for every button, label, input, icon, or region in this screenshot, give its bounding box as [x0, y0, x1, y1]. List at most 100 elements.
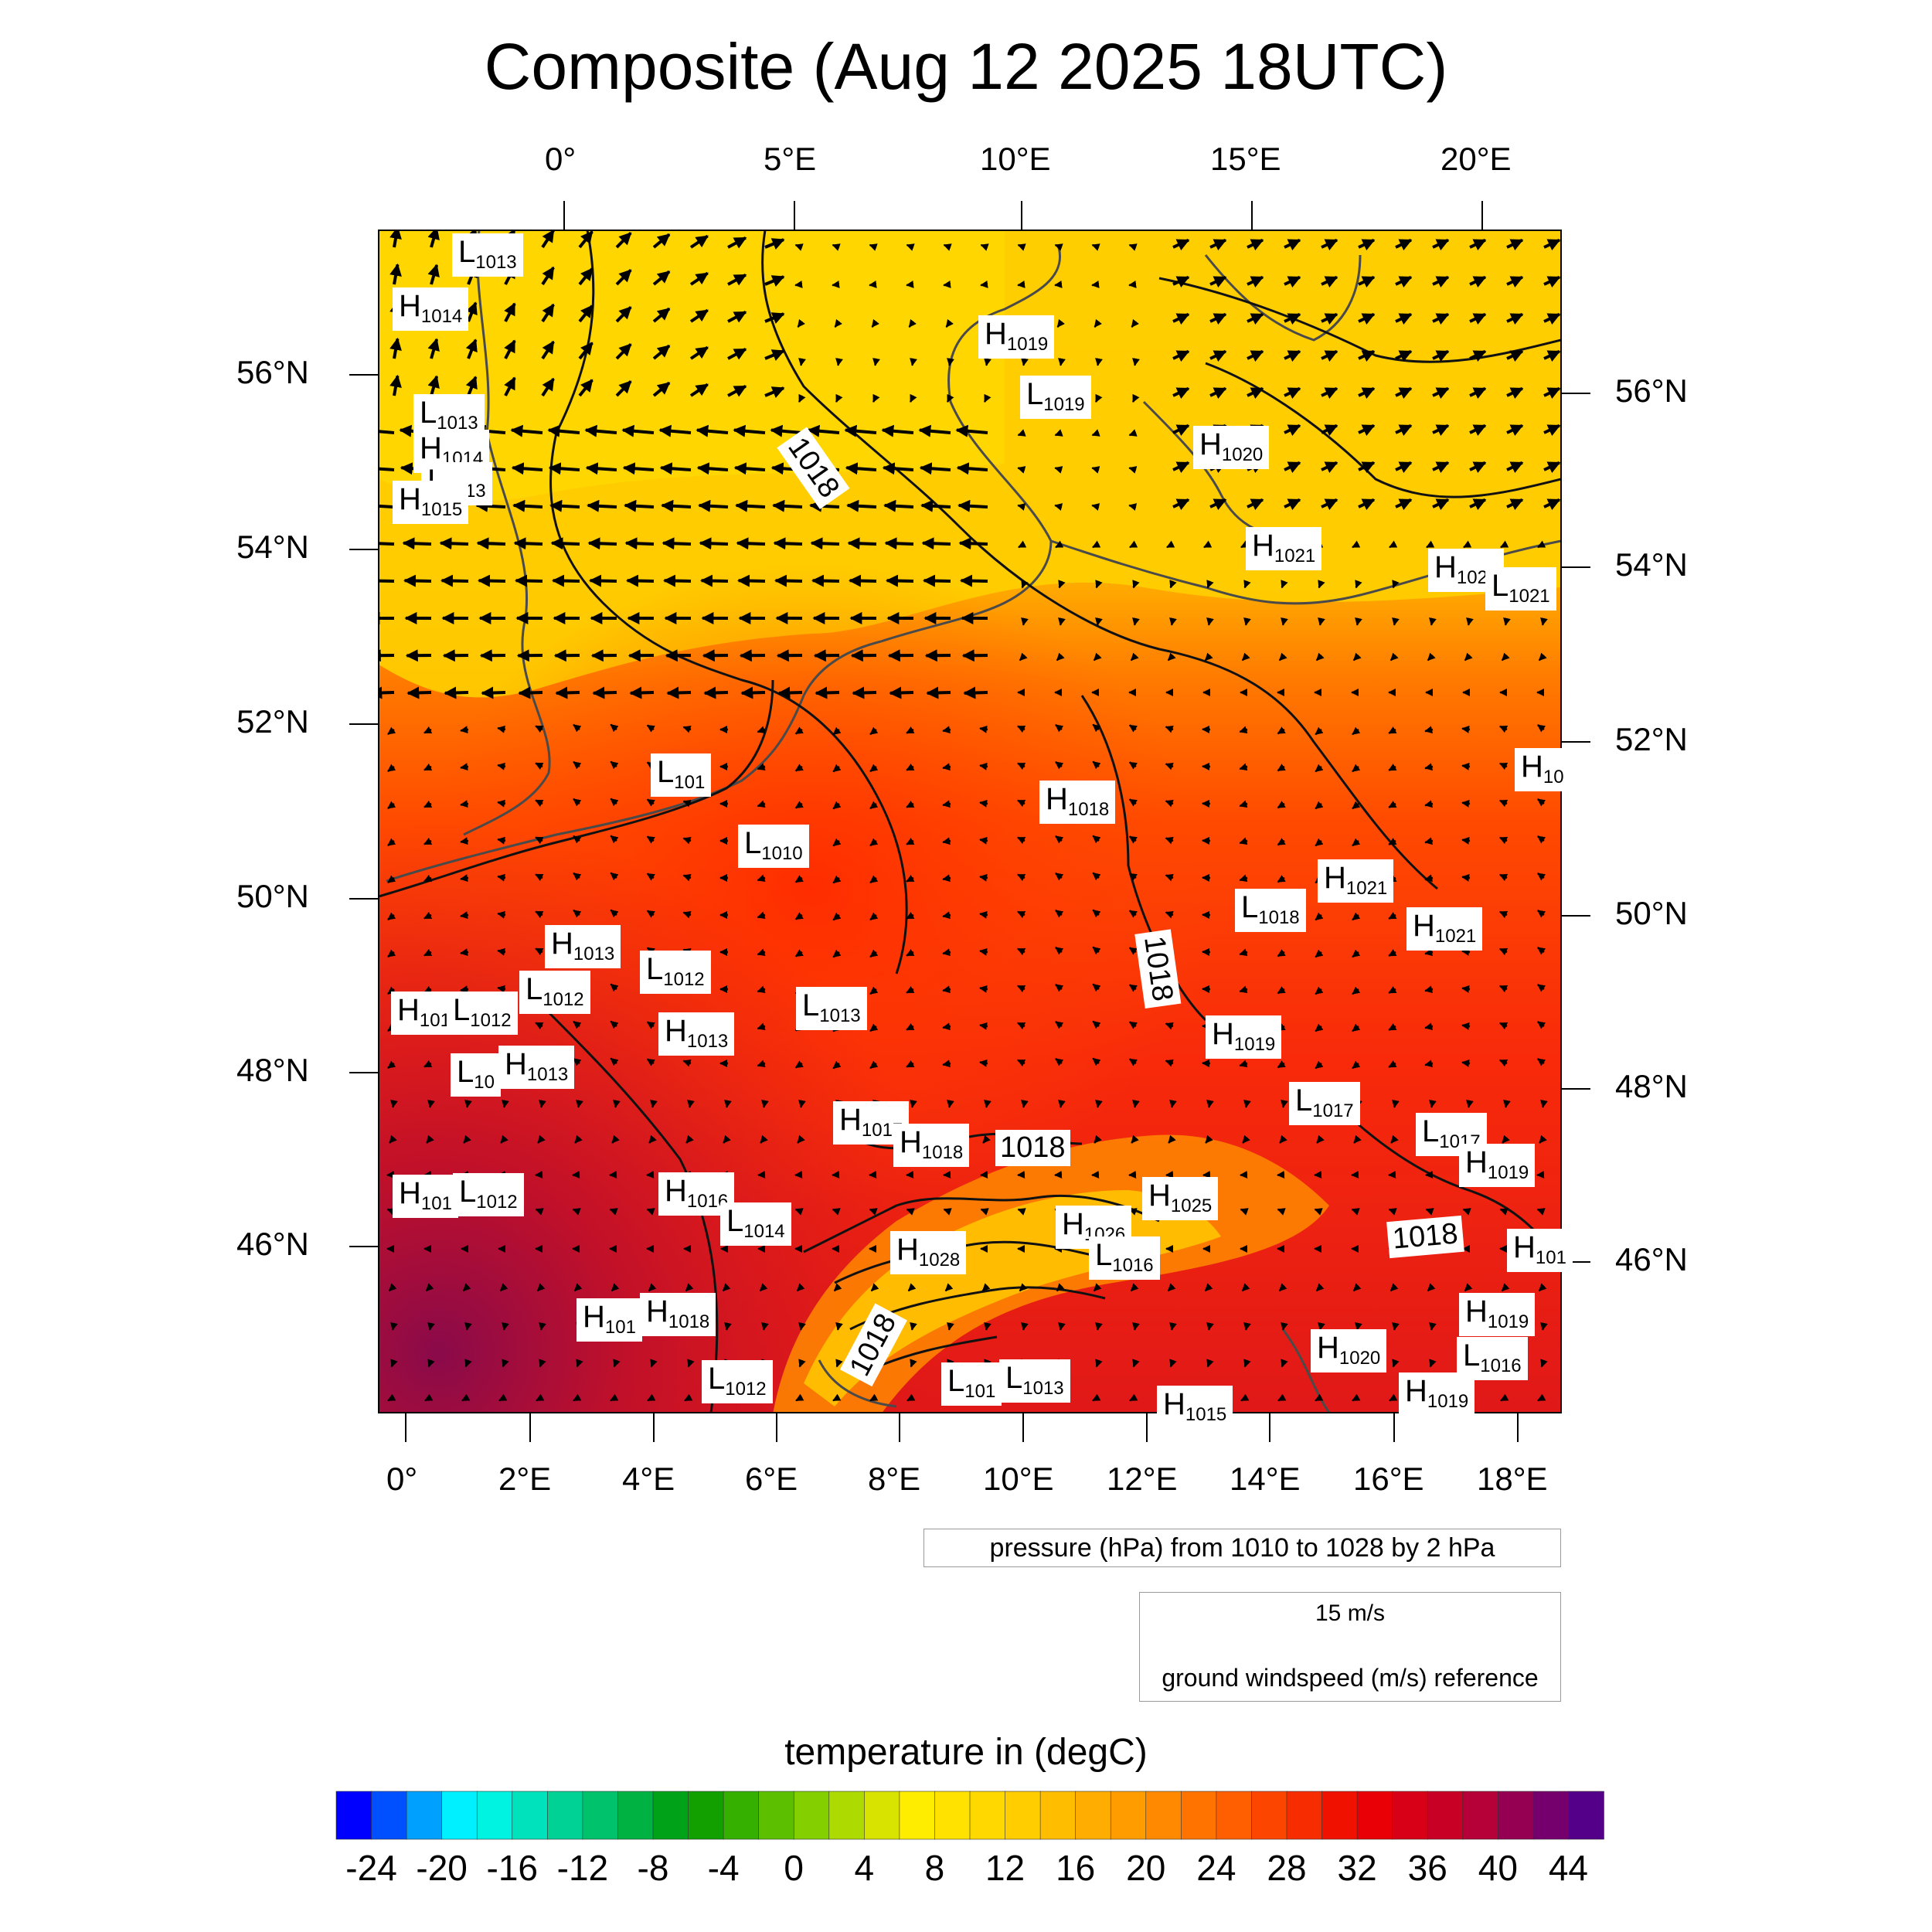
colorbar-box	[1075, 1791, 1112, 1840]
wind-vector	[883, 499, 914, 512]
wind-vector	[460, 874, 469, 883]
pressure-system-label: H1019	[1399, 1372, 1475, 1416]
wind-vector	[1017, 762, 1026, 770]
colorbar-title: temperature in (degC)	[784, 1732, 1148, 1773]
top-lon-label: 10°E	[980, 141, 1051, 177]
wind-vector	[427, 1359, 435, 1368]
wind-vector	[387, 912, 396, 920]
wind-vector	[794, 243, 804, 251]
wind-vector	[464, 1359, 472, 1368]
wind-vector	[1021, 617, 1029, 626]
wind-vector	[427, 1100, 435, 1108]
wind-vector	[1392, 617, 1400, 626]
coastline-denmark	[880, 247, 1061, 643]
wind-vector	[1464, 652, 1473, 662]
left-lat-label: 54°N	[236, 529, 309, 565]
wind-vector	[497, 910, 506, 919]
colorbar-tick-label: 24	[1196, 1848, 1236, 1888]
colorbar-box	[582, 1791, 619, 1840]
wind-vector	[832, 1060, 842, 1070]
wind-vector	[979, 1059, 988, 1067]
wind-vector	[497, 836, 506, 845]
wind-vector	[906, 801, 915, 808]
left-lat-label: 56°N	[236, 354, 309, 390]
wind-vector	[1058, 358, 1066, 366]
wind-vector	[1352, 764, 1361, 773]
wind-vector	[1355, 580, 1362, 589]
wind-vector	[906, 243, 915, 251]
wind-vector	[1469, 275, 1487, 288]
wind-vector	[757, 985, 766, 994]
wind-vector	[1358, 275, 1376, 288]
wind-vector	[955, 424, 988, 437]
wind-vector	[1132, 1321, 1140, 1331]
isobar-alps-a	[803, 1194, 1160, 1253]
wind-vector	[476, 537, 506, 550]
wind-vector	[576, 1100, 583, 1108]
wind-vector	[1498, 910, 1509, 919]
wind-vector	[464, 1100, 472, 1108]
wind-vector	[1321, 423, 1338, 437]
wind-vector	[1352, 801, 1361, 810]
wind-vector	[1543, 461, 1561, 474]
wind-vector	[849, 574, 877, 587]
colorbar-tick-label: 8	[924, 1848, 945, 1888]
pressure-system-label: H1028	[890, 1231, 967, 1274]
wind-vector	[869, 1023, 879, 1032]
wind-vector	[1321, 275, 1338, 288]
wind-vector	[1277, 801, 1286, 809]
wind-vector	[1543, 423, 1561, 437]
wind-vector	[499, 1283, 509, 1292]
wind-vector	[1392, 1359, 1400, 1368]
wind-vector	[696, 462, 729, 475]
bottom-lon-label: 16°E	[1353, 1461, 1424, 1497]
pressure-system-label: L1017	[1289, 1082, 1360, 1125]
wind-vector	[1461, 725, 1471, 733]
wind-vector	[869, 912, 879, 921]
wind-vector	[1424, 985, 1434, 994]
wind-vector	[906, 838, 915, 845]
wind-vector	[1352, 986, 1361, 995]
wind-vector	[869, 764, 879, 773]
wind-vector	[574, 1134, 583, 1144]
wind-vector	[1247, 386, 1264, 400]
wind-vector	[1538, 652, 1547, 662]
colorbar-box	[652, 1791, 689, 1840]
wind-vector	[629, 686, 655, 699]
wind-vector	[1503, 1100, 1511, 1108]
wind-vector	[1092, 909, 1101, 918]
wind-vector	[980, 1208, 989, 1216]
wind-vector	[1469, 238, 1487, 251]
wind-vector	[979, 985, 988, 993]
colorbar-box	[1039, 1791, 1077, 1840]
wind-vector	[1321, 349, 1338, 362]
isobar-1018-north	[761, 230, 1438, 890]
wind-vector	[592, 686, 617, 699]
wind-vector	[497, 947, 506, 956]
colorbar-tick-label: 32	[1337, 1848, 1377, 1888]
wind-vector	[1091, 281, 1100, 288]
wind-vector	[1543, 312, 1561, 325]
wind-vector	[1058, 617, 1066, 626]
wind-vector	[1352, 652, 1362, 662]
wind-vector	[1017, 725, 1026, 733]
wind-vector	[685, 1283, 694, 1292]
wind-vector	[1017, 799, 1026, 808]
wind-vector	[910, 358, 917, 366]
wind-vector	[980, 281, 988, 288]
wind-vector	[1095, 580, 1103, 589]
wind-vector	[832, 243, 841, 251]
wind-vector	[423, 800, 433, 808]
wind-vector	[1461, 762, 1471, 770]
wind-vector	[869, 838, 879, 847]
wind-vector	[462, 1283, 471, 1292]
wind-vector	[609, 1208, 618, 1216]
wind-vector	[1461, 985, 1471, 993]
wind-vector	[1315, 1283, 1325, 1292]
wind-vector	[1094, 393, 1103, 403]
wind-vector	[500, 1134, 509, 1144]
colorbar-tick-label: 0	[784, 1848, 804, 1888]
wind-vector	[1277, 986, 1286, 995]
wind-vector	[423, 948, 433, 957]
wind-vector	[1506, 275, 1524, 288]
